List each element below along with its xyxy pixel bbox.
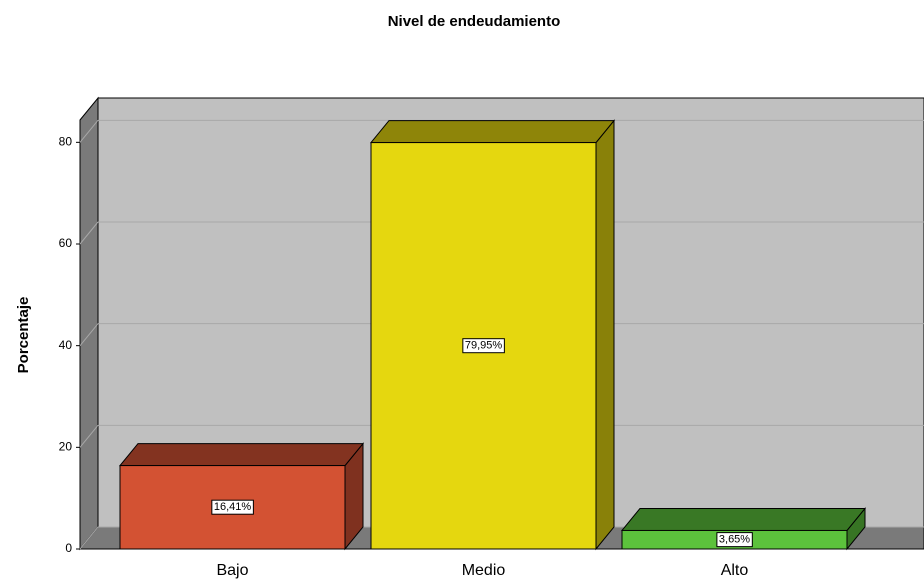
bar-top <box>118 443 365 467</box>
y-tick-label: 60 <box>59 236 73 250</box>
left-wall <box>79 96 99 551</box>
y-tick-label: 20 <box>59 440 73 454</box>
y-axis-label: Porcentaje <box>15 297 32 374</box>
bar-side <box>595 119 615 551</box>
grid-line-side <box>79 221 99 245</box>
grid-line-side <box>79 120 99 143</box>
value-label-box <box>211 499 254 515</box>
x-tick-label: Medio <box>462 562 506 579</box>
grid-line-side <box>79 323 99 346</box>
y-tick-label: 40 <box>59 338 73 352</box>
x-tick-label: Bajo <box>216 562 248 579</box>
value-label: 16,41% <box>214 501 252 513</box>
grid-line-side <box>79 425 99 448</box>
value-label: 3,65% <box>719 534 750 546</box>
x-tick-label: Alto <box>721 562 749 579</box>
bar-top <box>620 507 867 531</box>
value-label-box <box>462 338 505 354</box>
chart-title: Nivel de endeudamiento <box>388 13 561 30</box>
grid-line-side <box>79 526 99 550</box>
y-tick-label: 0 <box>65 541 72 555</box>
y-tick-label: 80 <box>59 135 73 149</box>
value-label: 79,95% <box>465 340 503 352</box>
bar-top <box>369 120 616 144</box>
value-label-box <box>716 532 753 548</box>
